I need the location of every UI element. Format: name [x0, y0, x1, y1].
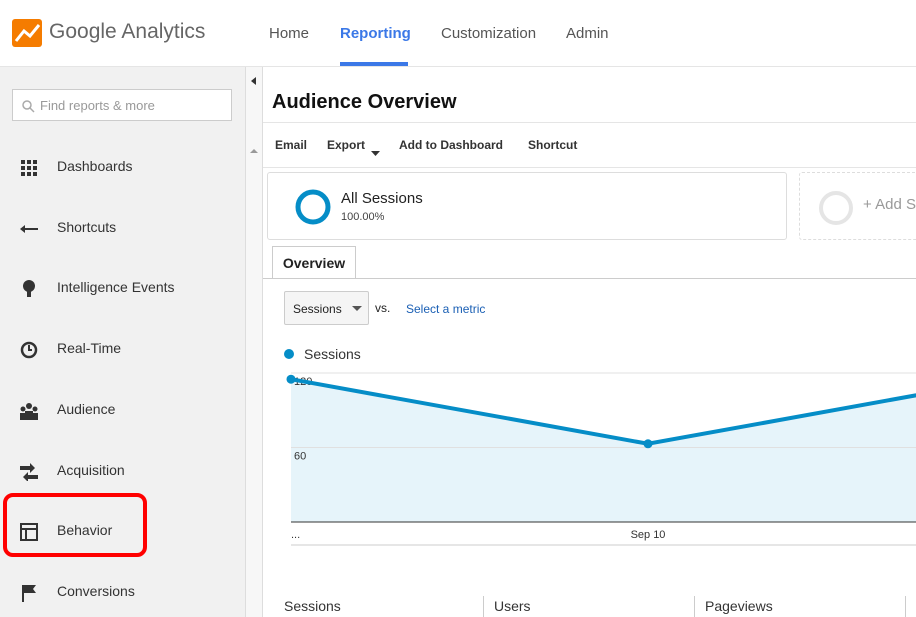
summary-label: Users — [494, 598, 531, 614]
segment-share: 100.00% — [341, 211, 385, 223]
sidebar: Find reports & more Dashboards Shortcuts I… — [0, 67, 246, 617]
tab-line — [263, 278, 916, 279]
y-tick-label: 60 — [294, 451, 306, 463]
menu-item[interactable]: Audience — [57, 400, 116, 417]
legend-marker — [284, 349, 294, 359]
menu-icon — [20, 220, 38, 238]
collapse-arrows — [250, 77, 258, 153]
add-ring — [819, 191, 853, 225]
menu-item[interactable]: Conversions — [57, 582, 135, 599]
header: Google Analytics Home Reporting Customizat… — [0, 0, 916, 67]
dropdown-arrow — [352, 306, 362, 311]
segment-name: All Sessions — [341, 190, 423, 207]
search-box[interactable]: Find reports & more — [12, 89, 232, 121]
overview-tab[interactable]: Overview — [272, 246, 356, 279]
vs-label: vs. — [375, 301, 391, 315]
summary-label: Pageviews — [705, 598, 773, 614]
menu-item[interactable]: Dashboards — [57, 158, 133, 174]
arrow — [371, 151, 380, 156]
menu-icon — [20, 462, 38, 482]
area — [291, 379, 916, 522]
menu-item[interactable]: Behavior — [57, 522, 113, 539]
icon — [20, 341, 38, 359]
menu-item[interactable]: Acquisition — [57, 461, 125, 478]
menu-icon — [20, 341, 38, 359]
add-segment-label: + Add Segment — [863, 196, 916, 213]
legend-label: Sessions — [304, 346, 361, 362]
toolbar-item[interactable]: Shortcut — [528, 138, 578, 152]
x-tick-label: Sep 10 — [631, 529, 666, 541]
x-tick-label: ... — [291, 529, 300, 541]
icon — [20, 462, 38, 482]
summary-separator — [483, 596, 484, 617]
nav-item[interactable]: Admin — [566, 25, 609, 42]
icon — [20, 523, 38, 542]
toolbar-item[interactable]: Email — [275, 138, 308, 152]
search-icon — [22, 100, 35, 113]
nav-underline — [340, 62, 408, 66]
summary-label: Sessions — [284, 598, 341, 614]
nav-item[interactable]: Home — [269, 25, 310, 42]
icon — [23, 280, 35, 298]
menu-icon — [20, 159, 38, 177]
menu-icon — [20, 280, 38, 298]
add-segment[interactable]: + Add Segment — [799, 172, 916, 240]
highlight-box — [3, 493, 147, 557]
nav-item[interactable]: Reporting — [340, 25, 411, 42]
metric-dropdown[interactable]: Sessions — [284, 291, 369, 325]
summary-separator — [905, 596, 906, 617]
nav-item[interactable]: Customization — [441, 25, 537, 42]
icon — [20, 224, 38, 233]
logo-icon — [12, 19, 42, 47]
toolbar: Email Export Add to Dashboard Shortcut — [263, 122, 916, 168]
menu-item[interactable]: Real-Time — [57, 340, 122, 357]
summary-separator — [694, 596, 695, 617]
segment-ring — [295, 189, 331, 225]
point — [286, 374, 296, 384]
select-metric[interactable]: Select a metric — [406, 302, 486, 316]
segment-card[interactable]: All Sessions 100.00% — [267, 172, 787, 240]
icon — [20, 402, 38, 420]
search-placeholder: Find reports & more — [40, 98, 155, 113]
menu-item[interactable]: Shortcuts — [57, 218, 117, 235]
toolbar-item[interactable]: Export — [327, 138, 366, 152]
metric-label: Sessions — [293, 302, 342, 316]
point — [643, 439, 653, 449]
menu-icon — [20, 402, 38, 420]
menu-item[interactable]: Intelligence Events — [57, 279, 175, 296]
logo[interactable]: Google Analytics — [49, 20, 206, 43]
page-title: Audience Overview — [272, 91, 457, 113]
icon — [21, 160, 37, 176]
icon — [22, 584, 36, 602]
menu-icon — [20, 523, 38, 542]
export-arrow — [371, 143, 380, 161]
collapse-bar[interactable] — [246, 67, 263, 617]
toolbar-item[interactable]: Add to Dashboard — [399, 138, 503, 152]
menu-icon — [20, 584, 38, 602]
